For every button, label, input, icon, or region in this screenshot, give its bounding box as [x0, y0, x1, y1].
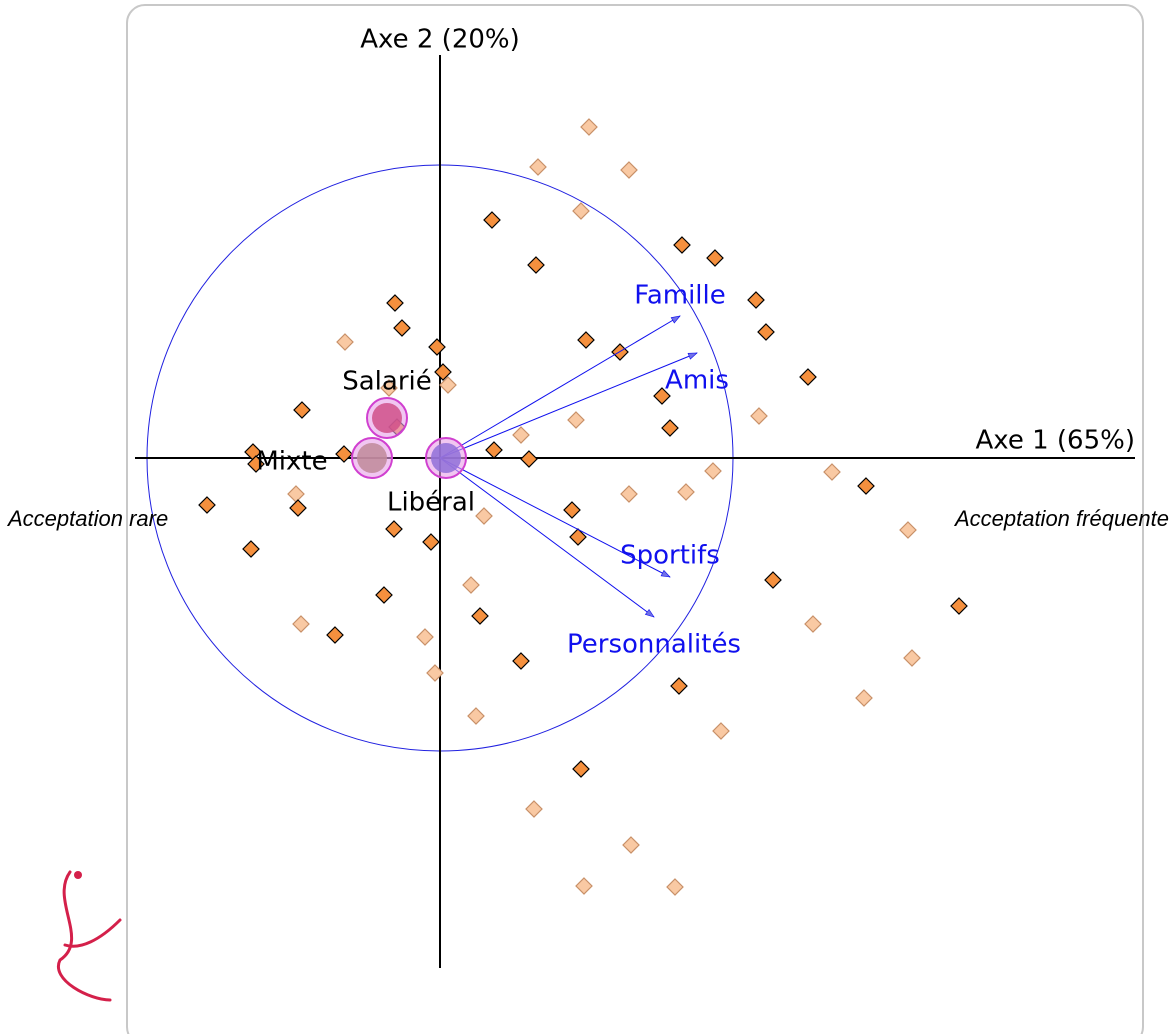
- point: [704, 462, 722, 480]
- point: [567, 411, 585, 429]
- group-point: [431, 443, 461, 473]
- variable-label: Amis: [665, 366, 729, 396]
- point: [434, 363, 452, 381]
- point: [747, 291, 765, 309]
- point: [799, 368, 817, 386]
- point: [757, 323, 775, 341]
- point: [475, 507, 493, 525]
- point: [467, 707, 485, 725]
- group-point: [357, 443, 387, 473]
- point: [292, 615, 310, 633]
- point: [855, 689, 873, 707]
- vector-head: [687, 352, 698, 360]
- point: [899, 521, 917, 539]
- point: [426, 664, 444, 682]
- point: [483, 211, 501, 229]
- point: [673, 236, 691, 254]
- vector-head: [660, 569, 671, 578]
- point: [670, 677, 688, 695]
- point: [575, 877, 593, 895]
- point: [804, 615, 822, 633]
- point: [525, 800, 543, 818]
- point: [293, 401, 311, 419]
- annotation: Acceptation rare: [6, 506, 168, 531]
- point: [428, 338, 446, 356]
- point: [289, 499, 307, 517]
- point: [572, 202, 590, 220]
- point: [712, 722, 730, 740]
- point: [247, 455, 265, 473]
- point: [706, 249, 724, 267]
- point: [335, 445, 353, 463]
- point: [563, 501, 581, 519]
- point: [823, 463, 841, 481]
- point: [622, 836, 640, 854]
- point: [462, 576, 480, 594]
- point: [471, 607, 489, 625]
- point: [580, 118, 598, 136]
- point: [242, 540, 260, 558]
- point: [393, 319, 411, 337]
- variable-label: Personnalités: [567, 630, 741, 660]
- annotation: Acceptation fréquente: [953, 506, 1169, 531]
- point: [326, 626, 344, 644]
- point: [529, 158, 547, 176]
- point: [750, 407, 768, 425]
- point: [950, 597, 968, 615]
- point: [416, 628, 434, 646]
- point: [512, 426, 530, 444]
- point: [512, 652, 530, 670]
- point: [857, 477, 875, 495]
- point: [198, 496, 216, 514]
- variable-label: Sportifs: [620, 541, 720, 571]
- point: [485, 441, 503, 459]
- point: [764, 571, 782, 589]
- point: [375, 586, 393, 604]
- point: [620, 161, 638, 179]
- point: [677, 483, 695, 501]
- vector-head: [644, 608, 655, 618]
- point: [527, 256, 545, 274]
- point: [520, 450, 538, 468]
- point: [620, 485, 638, 503]
- group-label: Salarié: [342, 367, 432, 397]
- point: [666, 878, 684, 896]
- point: [386, 294, 404, 312]
- point: [903, 649, 921, 667]
- point: [439, 376, 457, 394]
- point: [385, 520, 403, 538]
- point: [380, 379, 398, 397]
- point: [336, 333, 354, 351]
- group-label: Mixte: [256, 447, 327, 477]
- point: [653, 387, 671, 405]
- x-axis-label: Axe 1 (65%): [975, 426, 1135, 456]
- variable-label: Famille: [634, 281, 726, 311]
- point: [661, 419, 679, 437]
- group-label: Libéral: [387, 488, 475, 518]
- vector-head: [670, 315, 681, 324]
- vector: [439, 457, 671, 578]
- group-point: [372, 403, 402, 433]
- vector: [439, 315, 681, 459]
- logo: [56, 870, 122, 1002]
- y-axis-label: Axe 2 (20%): [360, 25, 520, 55]
- point: [577, 331, 595, 349]
- vector: [439, 457, 655, 618]
- point: [422, 533, 440, 551]
- panel: [126, 4, 1144, 1034]
- point: [569, 528, 587, 546]
- vector: [439, 352, 698, 459]
- point: [572, 760, 590, 778]
